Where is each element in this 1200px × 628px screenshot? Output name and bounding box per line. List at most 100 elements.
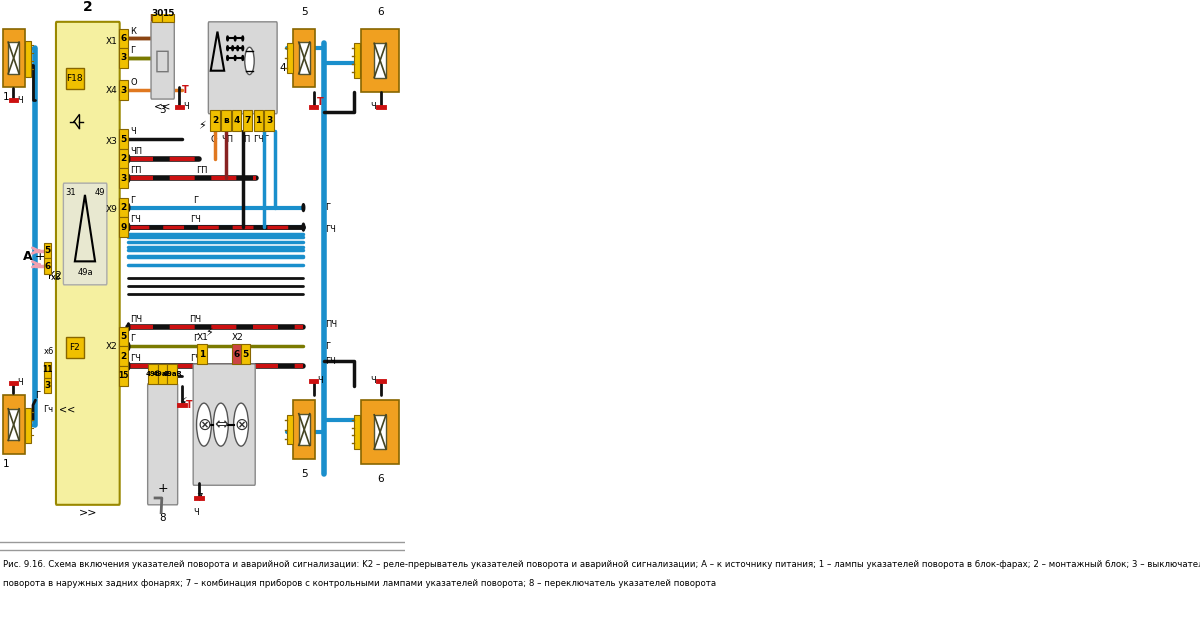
Text: П: П xyxy=(242,135,250,144)
Bar xyxy=(232,110,241,131)
FancyBboxPatch shape xyxy=(148,384,178,505)
Bar xyxy=(119,149,128,168)
Bar xyxy=(2,29,25,87)
Text: Ч: Ч xyxy=(131,127,137,136)
Text: +: + xyxy=(35,250,46,263)
Circle shape xyxy=(302,203,305,212)
Text: 49аL: 49аL xyxy=(154,371,172,377)
Text: 6: 6 xyxy=(44,262,50,271)
Bar xyxy=(157,364,167,384)
Text: X1: X1 xyxy=(197,333,209,342)
Text: ⊗: ⊗ xyxy=(197,416,211,434)
Circle shape xyxy=(236,46,239,51)
Text: ⚿: ⚿ xyxy=(155,49,170,73)
Bar xyxy=(44,259,52,274)
Circle shape xyxy=(232,46,234,51)
Text: ПЧ: ПЧ xyxy=(131,315,143,324)
Text: 3: 3 xyxy=(266,116,272,125)
Circle shape xyxy=(234,55,236,60)
Bar xyxy=(119,327,128,347)
Bar xyxy=(8,42,19,74)
Text: Гч: Гч xyxy=(43,406,53,414)
Text: X2: X2 xyxy=(232,333,244,342)
Bar xyxy=(119,168,128,188)
Text: ГП: ГП xyxy=(131,166,142,175)
Bar xyxy=(119,48,128,68)
Text: 3: 3 xyxy=(44,381,50,390)
Text: ГП: ГП xyxy=(197,166,208,175)
Circle shape xyxy=(127,203,130,212)
Circle shape xyxy=(242,36,244,41)
Bar xyxy=(119,217,128,237)
Bar xyxy=(44,377,52,393)
Text: 49б: 49б xyxy=(145,371,161,377)
Text: 3: 3 xyxy=(120,86,127,95)
Text: ГЧ: ГЧ xyxy=(190,354,200,363)
Text: ГЧ: ГЧ xyxy=(325,357,336,365)
Text: 6: 6 xyxy=(233,350,240,359)
Text: 11: 11 xyxy=(42,365,53,374)
Bar xyxy=(374,415,386,449)
Text: 5: 5 xyxy=(301,7,307,17)
Text: 5: 5 xyxy=(120,134,127,144)
Text: ГЧ: ГЧ xyxy=(131,354,142,363)
Bar xyxy=(242,110,252,131)
Text: 6: 6 xyxy=(377,474,384,484)
Text: Т: Т xyxy=(182,85,188,95)
Bar xyxy=(374,43,386,78)
Text: Г: Г xyxy=(131,335,136,344)
Circle shape xyxy=(234,36,236,41)
Text: ПЧ: ПЧ xyxy=(190,315,202,324)
Circle shape xyxy=(242,46,244,51)
Bar xyxy=(66,68,84,89)
Text: 1: 1 xyxy=(256,116,262,125)
Circle shape xyxy=(227,46,228,51)
Text: Ч: Ч xyxy=(169,371,175,380)
Bar xyxy=(197,345,208,364)
Text: ⊗: ⊗ xyxy=(234,416,248,434)
Text: 49а: 49а xyxy=(77,268,92,277)
Text: <<: << xyxy=(154,102,172,112)
Bar xyxy=(299,42,310,74)
Bar xyxy=(299,414,310,445)
Bar xyxy=(119,198,128,217)
Text: 7: 7 xyxy=(197,493,203,503)
Text: 3: 3 xyxy=(160,105,166,115)
Text: 31: 31 xyxy=(65,188,76,197)
Bar xyxy=(253,110,263,131)
Text: Г: Г xyxy=(35,391,41,400)
Circle shape xyxy=(127,342,130,350)
Circle shape xyxy=(227,36,228,41)
Bar xyxy=(119,366,128,386)
Text: 2: 2 xyxy=(212,116,218,125)
Bar xyxy=(151,4,162,22)
Circle shape xyxy=(127,223,130,231)
Circle shape xyxy=(127,323,130,331)
Text: ГЧ: ГЧ xyxy=(190,215,200,224)
Text: О: О xyxy=(131,78,137,87)
Text: 15: 15 xyxy=(119,371,128,380)
Text: A: A xyxy=(24,250,34,263)
Text: ⚡: ⚡ xyxy=(205,328,212,338)
Circle shape xyxy=(127,154,130,163)
Text: 1: 1 xyxy=(2,459,10,469)
Text: Рис. 9.16. Схема включения указателей поворота и аварийной сигнализации: K2 – ре: Рис. 9.16. Схема включения указателей по… xyxy=(2,560,1200,568)
Text: X9: X9 xyxy=(106,205,118,214)
Bar xyxy=(162,4,174,22)
Text: F2: F2 xyxy=(70,343,80,352)
Text: К: К xyxy=(131,26,137,36)
Text: ⚡: ⚡ xyxy=(179,395,187,408)
Text: 5: 5 xyxy=(120,332,127,341)
Bar xyxy=(119,347,128,366)
Text: ⇔: ⇔ xyxy=(214,416,228,434)
Text: F18: F18 xyxy=(66,74,83,83)
Text: Ч: Ч xyxy=(18,95,23,104)
Bar xyxy=(8,409,19,440)
Text: 30: 30 xyxy=(151,9,163,18)
Bar xyxy=(354,43,360,77)
Text: X2: X2 xyxy=(106,342,118,351)
Text: ⚡: ⚡ xyxy=(198,122,205,131)
Text: х6: х6 xyxy=(44,347,54,356)
Circle shape xyxy=(197,403,211,446)
Text: X4: X4 xyxy=(106,86,118,95)
